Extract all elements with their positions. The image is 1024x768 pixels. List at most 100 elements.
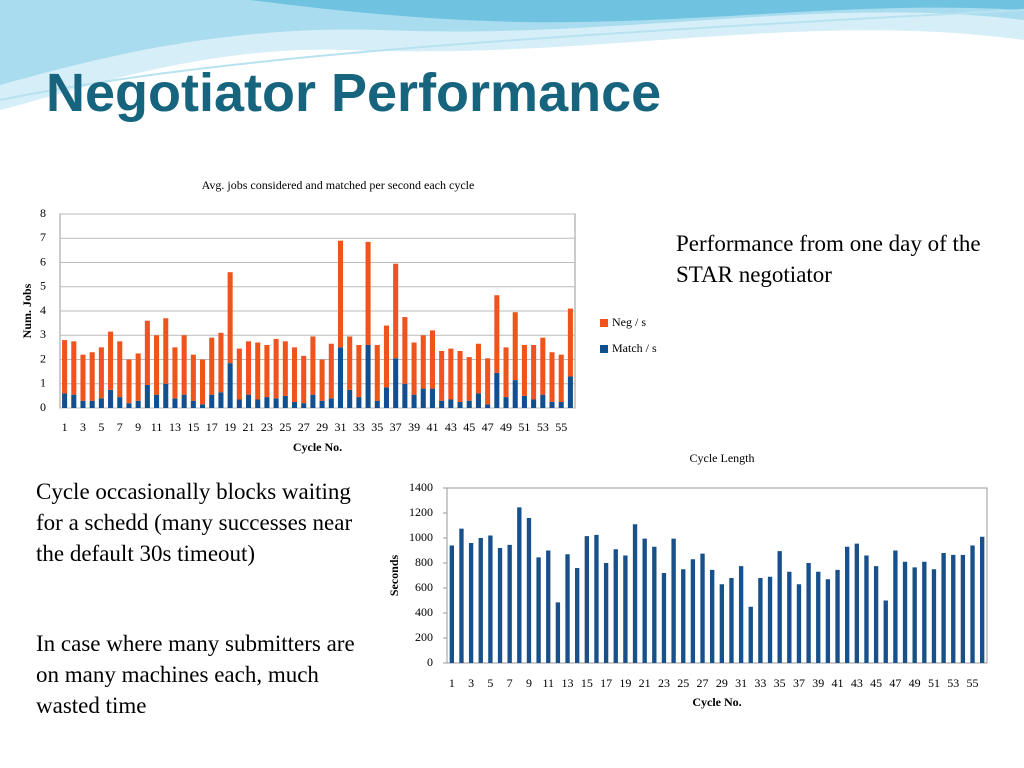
x-tick-label: 55: [967, 676, 979, 690]
x-tick-label: 1: [62, 420, 68, 434]
bar: [135, 400, 141, 408]
bar: [245, 394, 252, 408]
x-tick-label: 39: [408, 420, 420, 434]
x-tick-label: 5: [487, 676, 493, 690]
bar: [356, 344, 362, 398]
bar: [117, 397, 123, 408]
x-tick-label: 5: [98, 420, 104, 434]
bar: [291, 401, 298, 408]
bar: [190, 400, 196, 408]
bar: [565, 554, 570, 663]
y-tick-label: 4: [40, 303, 46, 317]
bar: [154, 394, 160, 408]
bar: [536, 557, 541, 663]
x-tick-label: 33: [353, 420, 365, 434]
bar: [468, 543, 474, 663]
x-tick-label: 25: [677, 676, 689, 690]
bar: [163, 318, 169, 384]
bar: [273, 398, 279, 408]
x-tick-label: 11: [542, 676, 554, 690]
bar: [512, 380, 518, 408]
x-tick-label: 13: [562, 676, 574, 690]
bar: [448, 399, 454, 408]
bar: [912, 567, 917, 663]
bar: [922, 561, 927, 663]
body-text: In case where many submitters are on man…: [36, 631, 355, 718]
bar: [777, 551, 782, 663]
x-tick-label: 51: [518, 420, 530, 434]
chart-title: Cycle Length: [690, 451, 755, 465]
x-tick-label: 39: [812, 676, 824, 690]
bar: [758, 578, 763, 663]
slide-title: Negotiator Performance: [46, 63, 662, 123]
bar: [374, 400, 380, 408]
bar: [227, 272, 233, 364]
y-tick-label: 0: [40, 400, 46, 414]
bar: [494, 372, 500, 408]
bar: [337, 240, 344, 348]
bar: [466, 400, 472, 408]
x-tick-label: 29: [716, 676, 728, 690]
y-axis-title: Num. Jobs: [20, 283, 34, 338]
x-tick-label: 45: [870, 676, 882, 690]
x-tick-label: 19: [224, 420, 236, 434]
bar: [301, 403, 307, 408]
bar: [80, 354, 86, 401]
bar: [98, 347, 104, 399]
x-tick-label: 45: [463, 420, 475, 434]
bar: [291, 347, 298, 402]
bar: [310, 336, 316, 395]
y-tick-label: 400: [415, 605, 433, 619]
bar: [163, 383, 169, 408]
y-tick-label: 6: [40, 254, 46, 268]
bar: [540, 394, 546, 408]
x-tick-label: 21: [639, 676, 651, 690]
bar: [594, 534, 599, 663]
bar: [567, 308, 573, 377]
bar: [787, 571, 792, 663]
y-tick-label: 8: [40, 206, 46, 220]
bar: [485, 358, 491, 405]
y-tick-label: 1200: [409, 505, 433, 519]
bar: [80, 400, 86, 408]
y-tick-label: 0: [427, 655, 433, 669]
bar: [575, 568, 580, 663]
bar: [273, 338, 279, 399]
x-tick-label: 13: [169, 420, 181, 434]
bar: [301, 355, 307, 404]
bar: [681, 569, 686, 663]
x-tick-label: 53: [537, 420, 549, 434]
x-tick-label: 17: [206, 420, 218, 434]
x-tick-label: 43: [851, 676, 863, 690]
x-tick-label: 37: [793, 676, 805, 690]
bar: [420, 388, 426, 408]
bar: [719, 584, 724, 663]
bar: [108, 331, 114, 390]
bar: [613, 549, 618, 663]
bar: [402, 317, 408, 384]
bar: [531, 344, 537, 400]
y-tick-label: 800: [415, 555, 433, 569]
x-tick-label: 47: [482, 420, 494, 434]
x-tick-label: 23: [658, 676, 670, 690]
bar: [62, 393, 68, 408]
bar: [172, 347, 178, 399]
x-tick-label: 27: [697, 676, 709, 690]
bar: [567, 376, 573, 408]
bar: [420, 335, 426, 389]
bar: [661, 573, 667, 663]
bar: [347, 389, 353, 408]
bar: [411, 342, 417, 395]
x-tick-label: 47: [889, 676, 901, 690]
bar: [108, 389, 114, 408]
x-tick-label: 29: [316, 420, 328, 434]
bar: [62, 340, 68, 394]
bar: [448, 348, 454, 400]
bar: [449, 545, 454, 663]
bar: [429, 388, 435, 408]
x-tick-label: 11: [151, 420, 163, 434]
bar: [319, 400, 325, 408]
bar: [873, 566, 879, 663]
plot-frame: [446, 487, 988, 664]
